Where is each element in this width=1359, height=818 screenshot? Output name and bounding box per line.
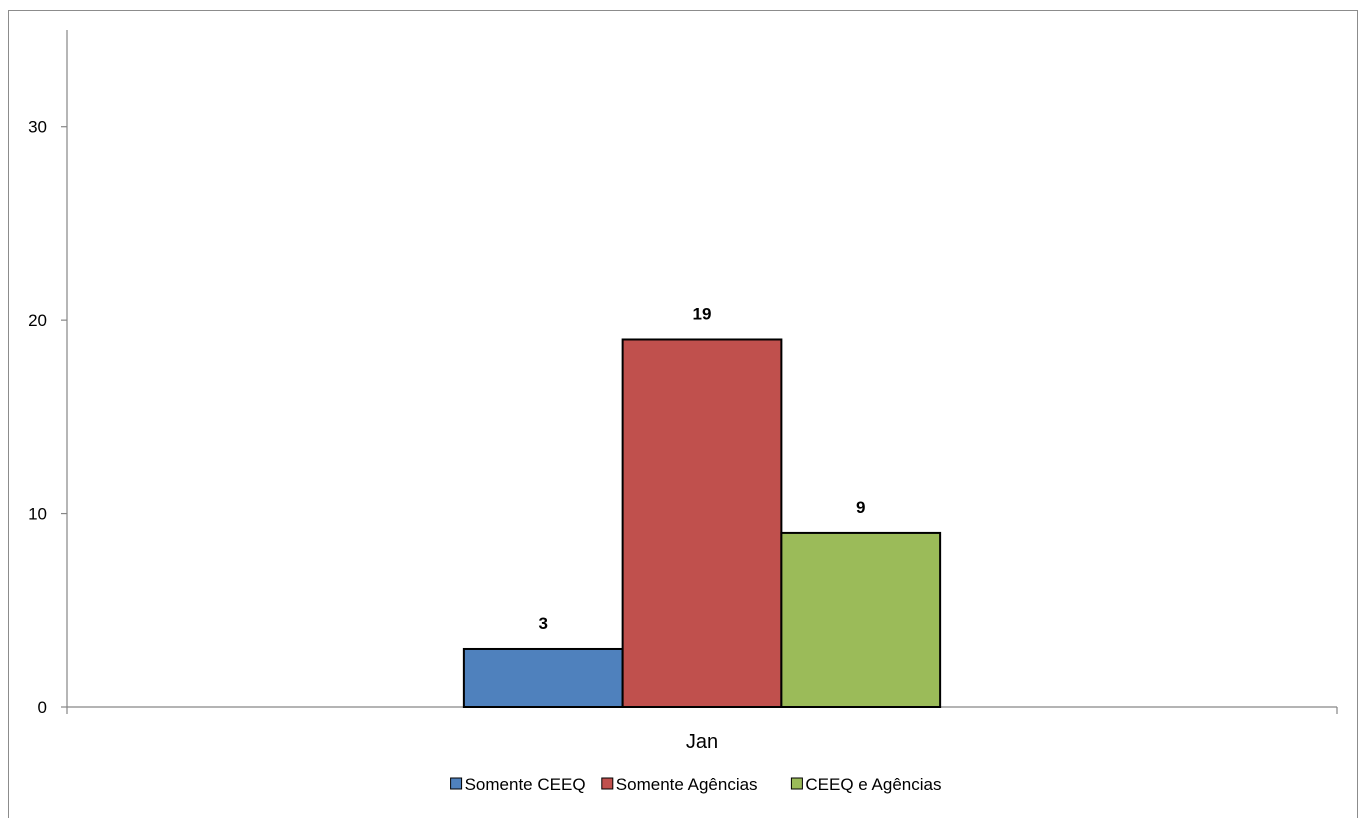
x-tick-label: Jan	[686, 731, 718, 753]
legend-item: Somente Agências	[601, 775, 758, 794]
legend-label: CEEQ e Agências	[805, 775, 941, 794]
legend-label: Somente CEEQ	[465, 775, 586, 794]
y-tick-label: 10	[28, 505, 47, 524]
data-label: 9	[856, 498, 865, 517]
legend: Somente CEEQ Somente Agências CEEQ e Agênc…	[450, 775, 941, 794]
y-tick-label: 30	[28, 118, 47, 137]
bar	[462, 647, 624, 709]
bars	[462, 338, 942, 709]
y-tick-label: 0	[38, 698, 47, 717]
bar	[621, 338, 783, 708]
y-tick-label: 20	[28, 311, 47, 330]
legend-swatch	[450, 777, 463, 790]
data-label: 19	[693, 304, 712, 323]
bar	[780, 531, 942, 709]
legend-item: Somente CEEQ	[450, 775, 586, 794]
legend-item: CEEQ e Agências	[790, 775, 941, 794]
legend-label: Somente Agências	[616, 775, 758, 794]
legend-swatch	[790, 777, 803, 790]
legend-swatch	[601, 777, 614, 790]
data-label: 3	[539, 614, 548, 633]
data-labels: 3 19 9	[539, 304, 866, 632]
